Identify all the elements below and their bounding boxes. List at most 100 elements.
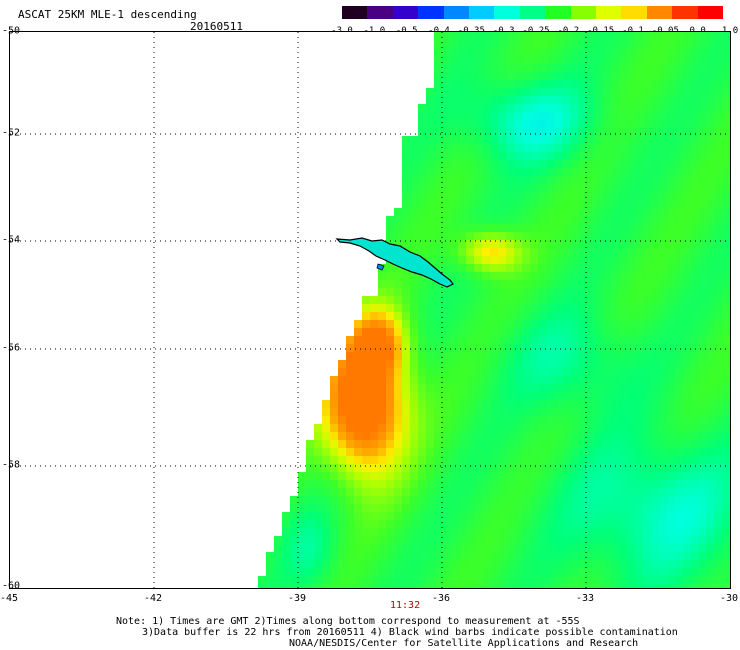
swath-cell (362, 304, 370, 312)
swath-cell (642, 464, 650, 472)
swath-cell (426, 136, 434, 144)
swath-cell (650, 344, 658, 352)
swath-cell (506, 200, 514, 208)
swath-cell (442, 440, 450, 448)
swath-cell (642, 328, 650, 336)
swath-cell (402, 392, 410, 400)
swath-cell (626, 352, 634, 360)
swath-cell (522, 440, 530, 448)
swath-cell (506, 488, 514, 496)
swath-cell (522, 520, 530, 528)
swath-cell (554, 112, 562, 120)
swath-cell (642, 560, 650, 568)
swath-cell (378, 368, 386, 376)
swath-cell (690, 584, 698, 588)
swath-cell (514, 112, 522, 120)
swath-cell (434, 408, 442, 416)
swath-cell (386, 272, 394, 280)
swath-cell (506, 368, 514, 376)
swath-cell (434, 360, 442, 368)
swath-cell (530, 576, 538, 584)
swath-cell (394, 424, 402, 432)
swath-cell (586, 288, 594, 296)
swath-cell (330, 400, 338, 408)
swath-cell (594, 272, 602, 280)
swath-cell (474, 264, 482, 272)
swath-cell (690, 408, 698, 416)
swath-cell (666, 504, 674, 512)
swath-cell (490, 368, 498, 376)
swath-cell (418, 128, 426, 136)
swath-cell (650, 224, 658, 232)
swath-cell (562, 512, 570, 520)
swath-cell (386, 504, 394, 512)
swath-cell (442, 184, 450, 192)
swath-cell (706, 560, 714, 568)
swath-cell (578, 416, 586, 424)
swath-cell (442, 512, 450, 520)
swath-cell (546, 360, 554, 368)
swath-cell (690, 368, 698, 376)
swath-cell (554, 560, 562, 568)
swath-cell (602, 312, 610, 320)
swath-cell (458, 144, 466, 152)
swath-cell (698, 552, 706, 560)
swath-cell (554, 64, 562, 72)
swath-cell (370, 304, 378, 312)
swath-cell (706, 272, 714, 280)
swath-cell (426, 528, 434, 536)
swath-cell (490, 504, 498, 512)
swath-cell (674, 408, 682, 416)
swath-cell (634, 424, 642, 432)
swath-cell (554, 80, 562, 88)
swath-cell (666, 416, 674, 424)
swath-cell (314, 472, 322, 480)
swath-cell (658, 496, 666, 504)
swath-cell (562, 248, 570, 256)
swath-cell (362, 504, 370, 512)
swath-cell (522, 416, 530, 424)
swath-cell (442, 504, 450, 512)
swath-cell (586, 80, 594, 88)
swath-cell (722, 64, 730, 72)
swath-cell (546, 168, 554, 176)
swath-cell (498, 496, 506, 504)
swath-cell (554, 256, 562, 264)
swath-cell (346, 584, 354, 588)
swath-cell (634, 432, 642, 440)
swath-cell (586, 280, 594, 288)
swath-cell (698, 432, 706, 440)
swath-cell (378, 304, 386, 312)
swath-cell (658, 112, 666, 120)
swath-cell (434, 384, 442, 392)
swath-cell (658, 176, 666, 184)
swath-cell (698, 168, 706, 176)
swath-cell (554, 296, 562, 304)
swath-cell (522, 576, 530, 584)
swath-cell (458, 576, 466, 584)
swath-cell (650, 240, 658, 248)
swath-cell (538, 312, 546, 320)
swath-cell (450, 40, 458, 48)
swath-cell (474, 376, 482, 384)
swath-cell (530, 584, 538, 588)
swath-cell (626, 400, 634, 408)
swath-cell (490, 176, 498, 184)
swath-cell (618, 280, 626, 288)
swath-cell (530, 400, 538, 408)
swath-cell (570, 136, 578, 144)
swath-cell (490, 392, 498, 400)
swath-cell (498, 520, 506, 528)
swath-cell (386, 280, 394, 288)
swath-cell (498, 128, 506, 136)
swath-cell (586, 560, 594, 568)
swath-cell (546, 216, 554, 224)
swath-cell (650, 472, 658, 480)
swath-cell (482, 216, 490, 224)
swath-cell (530, 88, 538, 96)
swath-cell (586, 440, 594, 448)
swath-cell (378, 288, 386, 296)
swath-cell (458, 424, 466, 432)
swath-cell (458, 384, 466, 392)
swath-cell (642, 568, 650, 576)
